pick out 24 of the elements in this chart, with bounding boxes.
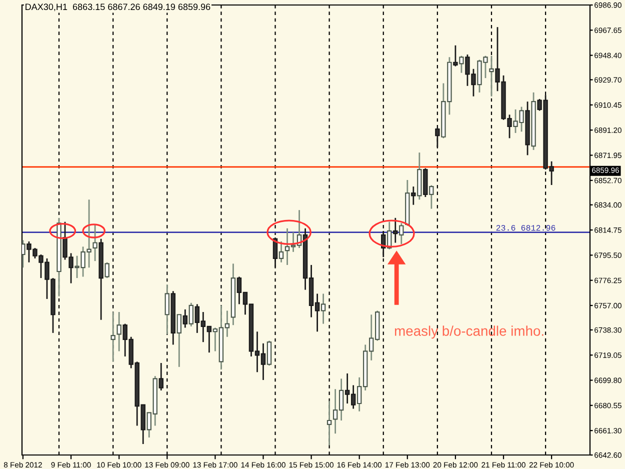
- candlestick: [411, 186, 416, 206]
- candlestick: [104, 262, 110, 279]
- candlestick: [188, 302, 194, 328]
- candlestick: [92, 224, 98, 262]
- candlestick: [459, 55, 464, 74]
- candlestick: [278, 240, 284, 264]
- candlestick: [164, 284, 170, 335]
- candlestick: [393, 217, 398, 244]
- candlestick: [435, 127, 440, 148]
- chart-title: DAX30,H1 6863.15 6867.26 6849.19 6859.96: [26, 4, 210, 12]
- candlestick: [429, 184, 434, 210]
- candlestick: [489, 55, 494, 98]
- candlestick: [453, 44, 458, 67]
- candlestick: [399, 222, 404, 245]
- candlestick: [116, 311, 122, 352]
- ref-line-label: 23.6 6812.96: [496, 225, 556, 231]
- candlestick: [158, 362, 164, 392]
- candlestick: [266, 340, 272, 366]
- candlestick: [326, 400, 332, 446]
- candlestick: [110, 311, 116, 362]
- candlestick: [176, 314, 182, 368]
- candlestick: [182, 308, 188, 328]
- annotation: measly b/o-candle imho.: [394, 326, 544, 339]
- candlestick: [320, 293, 326, 324]
